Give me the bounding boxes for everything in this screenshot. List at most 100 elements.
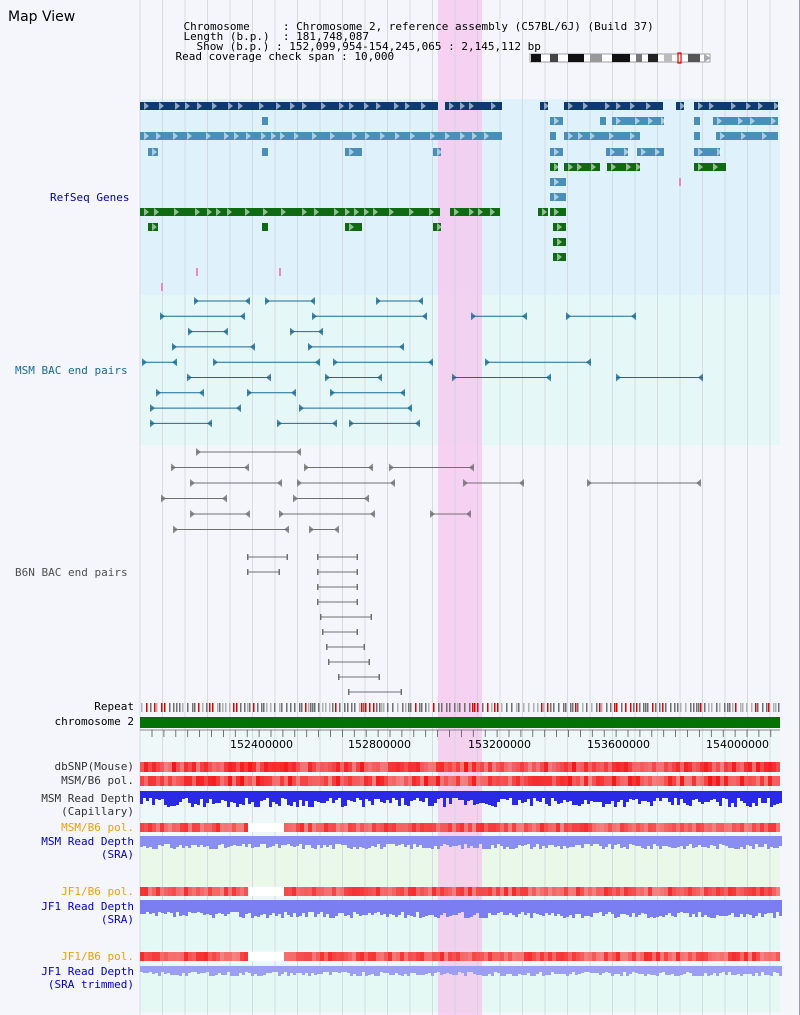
jf1-read-depth-sra-label-1: JF1 Read Depth: [41, 900, 134, 913]
repeat-element: [425, 703, 427, 712]
repeat-element: [601, 703, 603, 712]
info-chromosome: Chromosome : Chromosome 2, reference ass…: [183, 20, 654, 33]
repeat-element: [202, 703, 204, 712]
repeat-element: [286, 703, 288, 712]
repeat-element: [655, 703, 657, 712]
repeat-element: [582, 703, 584, 712]
jf1-b6-pol-label-1: JF1/B6 pol.: [61, 885, 134, 898]
msm-b6-pol-label-1: MSM/B6 pol.: [61, 774, 134, 787]
repeat-element: [543, 703, 545, 712]
repeat-element: [314, 703, 316, 712]
repeat-element: [506, 703, 508, 712]
info-coverage-value: 10,000: [354, 50, 395, 63]
repeat-element: [428, 703, 430, 712]
jf1-read-depth-sra-label-2: (SRA): [100, 913, 134, 926]
refseq-track-label[interactable]: RefSeq Genes: [50, 191, 130, 204]
repeat-element: [577, 703, 579, 712]
repeat-element: [497, 703, 499, 712]
repeat-element: [359, 703, 361, 712]
repeat-element: [150, 703, 152, 712]
repeat-element: [639, 703, 641, 712]
msm-read-depth-sra-label-2: (SRA): [100, 848, 134, 861]
repeat-element: [299, 703, 301, 712]
repeat-element: [700, 703, 702, 712]
repeat-element: [405, 703, 407, 712]
repeat-element: [591, 703, 593, 712]
repeat-element: [541, 703, 543, 712]
repeat-element: [482, 703, 484, 712]
repeat-element: [335, 703, 337, 712]
repeat-element: [365, 703, 367, 712]
repeat-element: [742, 703, 744, 712]
dbsnp-label: dbSNP(Mouse): [54, 760, 134, 773]
info-chromosome-label: Chromosome: [183, 20, 250, 33]
repeat-element: [547, 703, 549, 712]
repeat-element: [565, 703, 567, 712]
repeat-element: [647, 703, 649, 712]
repeat-element: [775, 703, 777, 712]
highlight-region[interactable]: [438, 0, 482, 1015]
repeat-element: [670, 703, 672, 712]
repeat-element: [222, 703, 224, 712]
repeat-element: [662, 703, 664, 712]
repeat-element: [704, 703, 706, 712]
repeat-element: [373, 703, 375, 712]
repeat-element: [173, 703, 175, 712]
repeat-element: [408, 703, 410, 712]
repeat-element: [716, 703, 718, 712]
jf1-b6-pol-label-2: JF1/B6 pol.: [61, 950, 134, 963]
repeat-element: [690, 703, 692, 712]
info-show: Show (b.p.) : 152,099,954-154,245,065 : …: [196, 40, 541, 53]
repeat-element: [247, 703, 249, 712]
repeat-element: [410, 703, 412, 712]
repeat-element: [376, 703, 378, 712]
repeat-element: [614, 703, 616, 712]
repeat-element: [310, 703, 312, 712]
repeat-element: [494, 703, 496, 712]
repeat-element: [665, 703, 667, 712]
info-length-value: 181,748,087: [296, 30, 369, 43]
repeat-element: [773, 703, 775, 712]
repeat-element: [735, 703, 737, 712]
repeat-element: [677, 703, 679, 712]
repeat-element: [419, 703, 421, 712]
repeat-element: [270, 703, 272, 712]
repeat-element: [257, 703, 259, 712]
info-coverage: Read coverage check span : 10,000: [175, 50, 395, 63]
repeat-element: [516, 703, 518, 712]
repeat-element: [209, 703, 211, 712]
repeat-element: [421, 703, 423, 712]
repeat-element: [711, 703, 713, 712]
repeat-element: [746, 703, 748, 712]
jf1-read-depth-trim-label-1: JF1 Read Depth: [41, 965, 134, 978]
repeat-element: [379, 703, 381, 712]
repeat-element: [253, 703, 255, 712]
repeat-element: [146, 703, 148, 712]
b6n-bac-track-label[interactable]: B6N BAC end pairs: [15, 566, 128, 579]
repeat-element: [229, 703, 231, 712]
repeat-element: [392, 703, 394, 712]
repeat-element: [339, 703, 341, 712]
repeat-element: [633, 703, 635, 712]
repeat-element: [719, 703, 721, 712]
repeat-element: [387, 703, 389, 712]
repeat-element: [570, 703, 572, 712]
repeat-element: [192, 703, 194, 712]
repeat-element: [318, 703, 320, 712]
repeat-element: [553, 703, 555, 712]
repeat-element: [766, 703, 768, 712]
repeat-element: [596, 703, 598, 712]
repeat-element: [161, 703, 163, 712]
info-length-label: Length (b.p.): [183, 30, 270, 43]
repeat-element: [281, 703, 283, 712]
repeat-element: [279, 703, 281, 712]
repeat-element: [354, 703, 356, 712]
msm-bac-track-label[interactable]: MSM BAC end pairs: [15, 364, 128, 377]
msm-read-depth-sra-label-1: MSM Read Depth: [41, 835, 134, 848]
repeat-element: [383, 703, 385, 712]
repeat-element: [308, 703, 310, 712]
repeat-element: [586, 703, 588, 712]
chromosome-ideogram[interactable]: [528, 52, 714, 64]
repeat-element: [696, 703, 698, 712]
